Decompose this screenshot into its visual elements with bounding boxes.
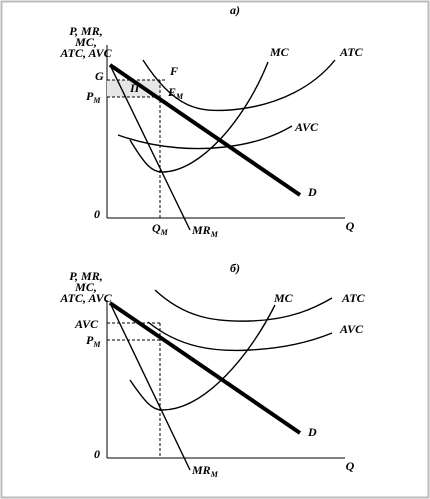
x-axis-label: Q xyxy=(346,219,355,233)
label-main: MC xyxy=(269,45,290,59)
curve-label: MRM xyxy=(191,463,219,479)
curve-label: MC xyxy=(273,291,294,305)
x-label: QM xyxy=(152,221,169,237)
y-axis-label: P, MR, xyxy=(69,269,102,283)
origin-label: 0 xyxy=(94,447,100,461)
curve-label: D xyxy=(307,425,317,439)
y-label: AVC xyxy=(74,317,99,331)
point-label: П xyxy=(129,81,140,95)
label-sub: M xyxy=(210,470,219,479)
label-main: F xyxy=(169,64,178,78)
label-main: MC xyxy=(273,291,294,305)
label-main: AVC xyxy=(294,120,319,134)
label-main: ATC xyxy=(339,45,364,59)
guide-lines xyxy=(107,79,165,218)
y-axis-label: ATC, AVC xyxy=(59,46,112,60)
origin-label: 0 xyxy=(94,207,100,221)
demand-curve xyxy=(108,63,302,197)
label-main: MR xyxy=(191,463,211,477)
y-axis-label: P, MR, xyxy=(69,24,102,38)
curve-label: AVC xyxy=(294,120,319,134)
label-main: G xyxy=(95,69,104,83)
y-label: G xyxy=(95,69,104,83)
mc-curve xyxy=(129,61,269,173)
panel-title: а) xyxy=(230,3,240,17)
y-label: PM xyxy=(86,333,101,349)
curve-label: MC xyxy=(269,45,290,59)
label-main: D xyxy=(307,185,317,199)
label-sub: M xyxy=(92,96,101,105)
avc-curve xyxy=(147,321,333,352)
point-label: EM xyxy=(167,85,184,101)
curve-label: D xyxy=(307,185,317,199)
label-main: E xyxy=(167,85,176,99)
x-axis-label: Q xyxy=(346,459,355,473)
label-main: ATC xyxy=(341,291,366,305)
label-main: AVC xyxy=(339,322,364,336)
curve-label: ATC xyxy=(339,45,364,59)
profit-area xyxy=(107,80,160,97)
guide-lines xyxy=(107,322,161,458)
y-label: PM xyxy=(86,89,101,105)
y-axis-label: ATC, AVC xyxy=(59,291,112,305)
label-main: P xyxy=(86,89,94,103)
label-main: AVC xyxy=(74,317,99,331)
y-axis-label: MC, xyxy=(74,35,97,49)
atc-curve xyxy=(142,59,336,112)
curve-label: ATC xyxy=(341,291,366,305)
panel-title: б) xyxy=(230,261,240,275)
label-sub: M xyxy=(175,92,184,101)
atc-curve xyxy=(154,289,333,322)
mr-curve xyxy=(109,302,191,471)
label-main: Q xyxy=(152,221,161,235)
point-label: F xyxy=(169,64,178,78)
demand-curve xyxy=(108,301,302,435)
avc-curve xyxy=(117,125,293,150)
label-main: P xyxy=(86,333,94,347)
curve-label: AVC xyxy=(339,322,364,336)
label-main: MR xyxy=(191,223,211,237)
label-sub: M xyxy=(92,340,101,349)
curve-label: MRM xyxy=(191,223,219,239)
y-axis-label: MC, xyxy=(74,280,97,294)
label-sub: M xyxy=(160,228,169,237)
label-sub: M xyxy=(210,230,219,239)
mr-curve xyxy=(109,64,191,231)
mc-curve xyxy=(129,304,276,411)
label-main: П xyxy=(129,81,140,95)
label-main: D xyxy=(307,425,317,439)
